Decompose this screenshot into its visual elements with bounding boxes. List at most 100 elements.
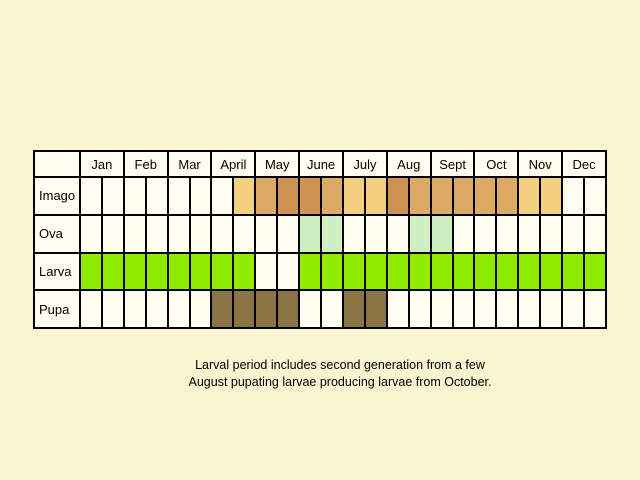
period-cell bbox=[387, 178, 408, 214]
period-cell bbox=[497, 178, 518, 214]
stage-label-ova: Ova bbox=[35, 215, 79, 252]
month-header: Oct bbox=[475, 152, 518, 176]
period-cell bbox=[190, 291, 211, 327]
period-cell bbox=[168, 215, 189, 252]
period-cell bbox=[497, 253, 518, 290]
period-cell bbox=[278, 178, 299, 214]
period-cell bbox=[256, 215, 277, 252]
period-cell bbox=[365, 291, 386, 327]
period-cell bbox=[212, 291, 233, 327]
period-cell bbox=[343, 178, 364, 214]
period-cell bbox=[212, 178, 233, 214]
period-cell bbox=[256, 291, 277, 327]
period-cell bbox=[387, 215, 408, 252]
month-header: May bbox=[256, 152, 299, 176]
period-cell bbox=[585, 291, 605, 327]
period-cell bbox=[102, 178, 123, 214]
period-cell bbox=[343, 253, 364, 290]
month-header: Aug bbox=[387, 152, 430, 176]
period-cell bbox=[300, 291, 321, 327]
period-cell bbox=[585, 178, 605, 214]
period-cell bbox=[124, 253, 145, 290]
period-cell bbox=[190, 253, 211, 290]
period-cell bbox=[409, 253, 430, 290]
period-cell bbox=[168, 291, 189, 327]
caption-line-1: Larval period includes second generation… bbox=[195, 358, 485, 372]
caption-line-2: August pupating larvae producing larvae … bbox=[188, 375, 492, 389]
period-cell bbox=[278, 291, 299, 327]
period-cell bbox=[81, 291, 101, 327]
period-cell bbox=[453, 178, 474, 214]
period-cell bbox=[541, 291, 562, 327]
period-cell bbox=[453, 253, 474, 290]
period-cell bbox=[81, 253, 101, 290]
period-cell bbox=[563, 291, 584, 327]
month-header: Nov bbox=[519, 152, 562, 176]
period-cell bbox=[322, 178, 342, 214]
period-cell bbox=[585, 253, 605, 290]
period-cell bbox=[431, 178, 452, 214]
month-header: July bbox=[343, 152, 386, 176]
period-cell bbox=[585, 215, 605, 252]
month-header: June bbox=[300, 152, 342, 176]
period-cell bbox=[212, 215, 233, 252]
month-header: Jan bbox=[81, 152, 123, 176]
period-cell bbox=[300, 253, 321, 290]
period-cell bbox=[124, 215, 145, 252]
period-cell bbox=[475, 178, 496, 214]
period-cell bbox=[409, 178, 430, 214]
period-cell bbox=[278, 215, 299, 252]
period-cell bbox=[168, 178, 189, 214]
period-cell bbox=[387, 253, 408, 290]
period-cell bbox=[541, 215, 562, 252]
period-cell bbox=[541, 253, 562, 290]
period-cell bbox=[190, 215, 211, 252]
period-cell bbox=[190, 178, 211, 214]
period-cell bbox=[475, 253, 496, 290]
period-cell bbox=[234, 178, 255, 214]
period-cell bbox=[256, 178, 277, 214]
period-cell bbox=[475, 291, 496, 327]
stage-label-imago: Imago bbox=[35, 178, 79, 214]
period-cell bbox=[168, 253, 189, 290]
period-cell bbox=[497, 291, 518, 327]
period-cell bbox=[322, 215, 342, 252]
period-cell bbox=[256, 253, 277, 290]
month-header: Sept bbox=[431, 152, 474, 176]
period-cell bbox=[81, 178, 101, 214]
period-cell bbox=[563, 215, 584, 252]
period-cell bbox=[409, 291, 430, 327]
period-cell bbox=[365, 215, 386, 252]
period-cell bbox=[81, 215, 101, 252]
period-cell bbox=[387, 291, 408, 327]
month-header: Feb bbox=[124, 152, 167, 176]
period-cell bbox=[431, 215, 452, 252]
period-cell bbox=[497, 215, 518, 252]
period-cell bbox=[431, 291, 452, 327]
period-cell bbox=[453, 291, 474, 327]
month-header: Mar bbox=[168, 152, 211, 176]
period-cell bbox=[146, 291, 167, 327]
period-cell bbox=[322, 253, 342, 290]
caption: Larval period includes second generation… bbox=[150, 357, 530, 391]
period-cell bbox=[343, 215, 364, 252]
corner-cell bbox=[35, 152, 79, 176]
period-cell bbox=[146, 178, 167, 214]
period-cell bbox=[519, 291, 540, 327]
period-cell bbox=[234, 291, 255, 327]
period-cell bbox=[322, 291, 342, 327]
life-cycle-calendar: Jan Feb Mar April May June July Aug Sept Oct Nov De… bbox=[33, 150, 607, 329]
period-cell bbox=[343, 291, 364, 327]
period-cell bbox=[563, 253, 584, 290]
period-cell bbox=[409, 215, 430, 252]
period-cell bbox=[519, 178, 540, 214]
period-cell bbox=[234, 253, 255, 290]
period-cell bbox=[365, 178, 386, 214]
period-cell bbox=[519, 253, 540, 290]
period-cell bbox=[365, 253, 386, 290]
period-cell bbox=[124, 291, 145, 327]
period-cell bbox=[300, 215, 321, 252]
period-cell bbox=[146, 215, 167, 252]
period-cell bbox=[278, 253, 299, 290]
period-cell bbox=[102, 215, 123, 252]
